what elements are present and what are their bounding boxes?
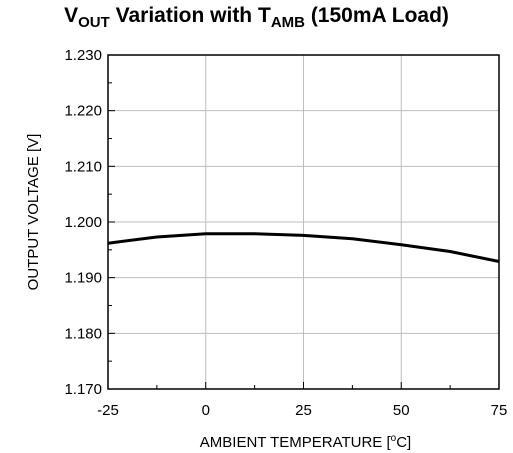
chart-title: VOUT Variation with TAMB (150mA Load) bbox=[0, 4, 513, 31]
y-tick-label: 1.180 bbox=[64, 325, 102, 342]
grid-lines bbox=[108, 55, 499, 389]
series-line-0 bbox=[107, 232, 500, 263]
series-layer bbox=[107, 232, 500, 263]
x-tick-label: 0 bbox=[202, 402, 210, 419]
x-tick-label: 50 bbox=[393, 402, 410, 419]
y-tick-label: 1.230 bbox=[64, 47, 102, 64]
y-tick-label: 1.200 bbox=[64, 214, 102, 231]
x-tick-label: -25 bbox=[97, 402, 119, 419]
chart-title-part-2: Variation with T bbox=[109, 4, 271, 27]
chart-title-part-3: AMB bbox=[270, 14, 305, 31]
x-tick-label: 25 bbox=[295, 402, 312, 419]
x-tick-label: 75 bbox=[491, 402, 508, 419]
plot-frame bbox=[107, 54, 500, 390]
y-tick-label: 1.220 bbox=[64, 103, 102, 120]
y-tick-label: 1.190 bbox=[64, 270, 102, 287]
chart-title-part-1: OUT bbox=[78, 14, 110, 31]
tick-labels: -25 0 25 50 75 1.170 1.180 1.190 1.200 1.210 1.220… bbox=[64, 47, 507, 419]
x-axis-title: AMBIENT TEMPERATURE [oC] bbox=[200, 433, 411, 451]
y-tick-label: 1.170 bbox=[64, 381, 102, 398]
y-tick-label: 1.210 bbox=[64, 158, 102, 175]
chart-title-part-4: (150mA Load) bbox=[304, 4, 449, 27]
chart-title-part-0: V bbox=[64, 4, 79, 27]
y-axis-title: OUTPUT VOLTAGE [V] bbox=[25, 134, 42, 291]
